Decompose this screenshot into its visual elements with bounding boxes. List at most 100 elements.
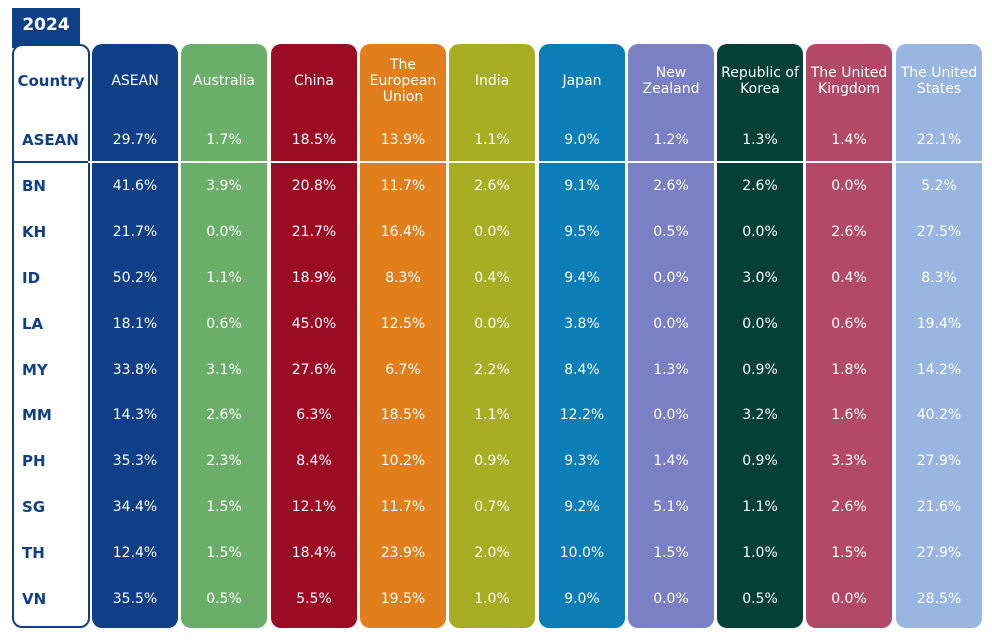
table-cell: 41.6% bbox=[112, 178, 158, 194]
table-cell: 9.5% bbox=[564, 224, 600, 240]
table-cell: 2.6% bbox=[653, 178, 689, 194]
table-cell: 27.6% bbox=[291, 362, 337, 378]
table-cell: 0.0% bbox=[742, 224, 778, 240]
country-label: VN bbox=[22, 590, 47, 608]
table-cell: 2.3% bbox=[206, 453, 242, 469]
year-label: 2024 bbox=[22, 15, 70, 35]
table-cell: 0.6% bbox=[206, 316, 242, 332]
table-cell: 8.4% bbox=[564, 362, 600, 378]
table-cell: 12.2% bbox=[559, 407, 605, 423]
table-cell: 1.3% bbox=[653, 362, 689, 378]
table-cell: 0.0% bbox=[831, 591, 867, 607]
table-cell: 29.7% bbox=[112, 132, 158, 148]
table-cell: 9.0% bbox=[564, 132, 600, 148]
table-cell: 0.0% bbox=[653, 270, 689, 286]
column-header-line: China bbox=[294, 73, 334, 89]
country-header: Country bbox=[17, 72, 85, 90]
table-cell: 21.6% bbox=[916, 499, 962, 515]
table-cell: 1.6% bbox=[831, 407, 867, 423]
column-header-line: India bbox=[474, 73, 510, 89]
column-header-line: Australia bbox=[193, 73, 255, 89]
column-china bbox=[271, 44, 357, 628]
table-cell: 27.5% bbox=[916, 224, 962, 240]
table-cell: 18.4% bbox=[291, 545, 337, 561]
country-column bbox=[12, 44, 90, 628]
column-header: New Zealand bbox=[628, 44, 714, 118]
table-cell: 27.9% bbox=[916, 545, 962, 561]
table-cell: 0.9% bbox=[742, 362, 778, 378]
table-cell: 0.0% bbox=[474, 316, 510, 332]
table-cell: 9.0% bbox=[564, 591, 600, 607]
table-cell: 0.0% bbox=[653, 591, 689, 607]
table-cell: 1.1% bbox=[742, 499, 778, 515]
table-cell: 21.7% bbox=[291, 224, 337, 240]
country-label: LA bbox=[22, 315, 44, 333]
table-cell: 0.6% bbox=[831, 316, 867, 332]
table-cell: 1.0% bbox=[742, 545, 778, 561]
table-cell: 1.4% bbox=[653, 453, 689, 469]
table-cell: 5.2% bbox=[921, 178, 957, 194]
column-header-line: New bbox=[655, 65, 687, 81]
column-republic-of-korea bbox=[717, 44, 803, 628]
column-header-line: European bbox=[369, 73, 437, 89]
table-cell: 9.3% bbox=[564, 453, 600, 469]
table-cell: 2.6% bbox=[742, 178, 778, 194]
column-header: Japan bbox=[539, 44, 625, 118]
column-header: ASEAN bbox=[92, 44, 178, 118]
column-header: Republic of Korea bbox=[717, 44, 803, 118]
table-cell: 10.0% bbox=[559, 545, 605, 561]
table-cell: 3.2% bbox=[742, 407, 778, 423]
country-label: SG bbox=[22, 498, 46, 516]
column-header-line: Union bbox=[382, 89, 424, 105]
table-cell: 16.4% bbox=[380, 224, 426, 240]
table-cell: 8.3% bbox=[921, 270, 957, 286]
table-cell: 0.0% bbox=[742, 316, 778, 332]
header-divider-country bbox=[14, 161, 88, 163]
column-header-line: Republic of bbox=[721, 65, 799, 81]
table-cell: 1.5% bbox=[653, 545, 689, 561]
column-australia bbox=[181, 44, 267, 628]
table-cell: 0.0% bbox=[653, 407, 689, 423]
country-label: MM bbox=[22, 406, 52, 424]
table-cell: 18.9% bbox=[291, 270, 337, 286]
country-label: PH bbox=[22, 452, 46, 470]
table-cell: 1.5% bbox=[206, 499, 242, 515]
table-cell: 3.3% bbox=[831, 453, 867, 469]
table-cell: 0.5% bbox=[742, 591, 778, 607]
column-the-european-union bbox=[360, 44, 446, 628]
table-cell: 35.5% bbox=[112, 591, 158, 607]
table-cell: 9.1% bbox=[564, 178, 600, 194]
column-header-line: The United bbox=[810, 65, 888, 81]
table-cell: 18.1% bbox=[112, 316, 158, 332]
table-cell: 35.3% bbox=[112, 453, 158, 469]
table-cell: 14.2% bbox=[916, 362, 962, 378]
country-label: BN bbox=[22, 177, 46, 195]
table-cell: 0.9% bbox=[742, 453, 778, 469]
column-india bbox=[449, 44, 535, 628]
table-cell: 19.5% bbox=[380, 591, 426, 607]
table-cell: 0.5% bbox=[206, 591, 242, 607]
table-cell: 18.5% bbox=[291, 132, 337, 148]
column-header-line: Zealand bbox=[642, 81, 700, 97]
table-cell: 2.6% bbox=[474, 178, 510, 194]
table-cell: 21.7% bbox=[112, 224, 158, 240]
column-header-line: Japan bbox=[562, 73, 602, 89]
table-cell: 0.0% bbox=[831, 178, 867, 194]
table-cell: 20.8% bbox=[291, 178, 337, 194]
column-header: China bbox=[271, 44, 357, 118]
column-header-line: Kingdom bbox=[818, 81, 880, 97]
table-cell: 0.5% bbox=[653, 224, 689, 240]
table-cell: 11.7% bbox=[380, 178, 426, 194]
column-header-line: States bbox=[916, 81, 962, 97]
column-the-united-kingdom bbox=[806, 44, 892, 628]
column-japan bbox=[539, 44, 625, 628]
table-cell: 1.1% bbox=[474, 132, 510, 148]
table-cell: 2.0% bbox=[474, 545, 510, 561]
country-label: ID bbox=[22, 269, 41, 287]
table-cell: 0.4% bbox=[831, 270, 867, 286]
column-header-line: ASEAN bbox=[111, 73, 159, 89]
table-cell: 6.7% bbox=[385, 362, 421, 378]
table-cell: 40.2% bbox=[916, 407, 962, 423]
table-cell: 8.3% bbox=[385, 270, 421, 286]
table-cell: 33.8% bbox=[112, 362, 158, 378]
